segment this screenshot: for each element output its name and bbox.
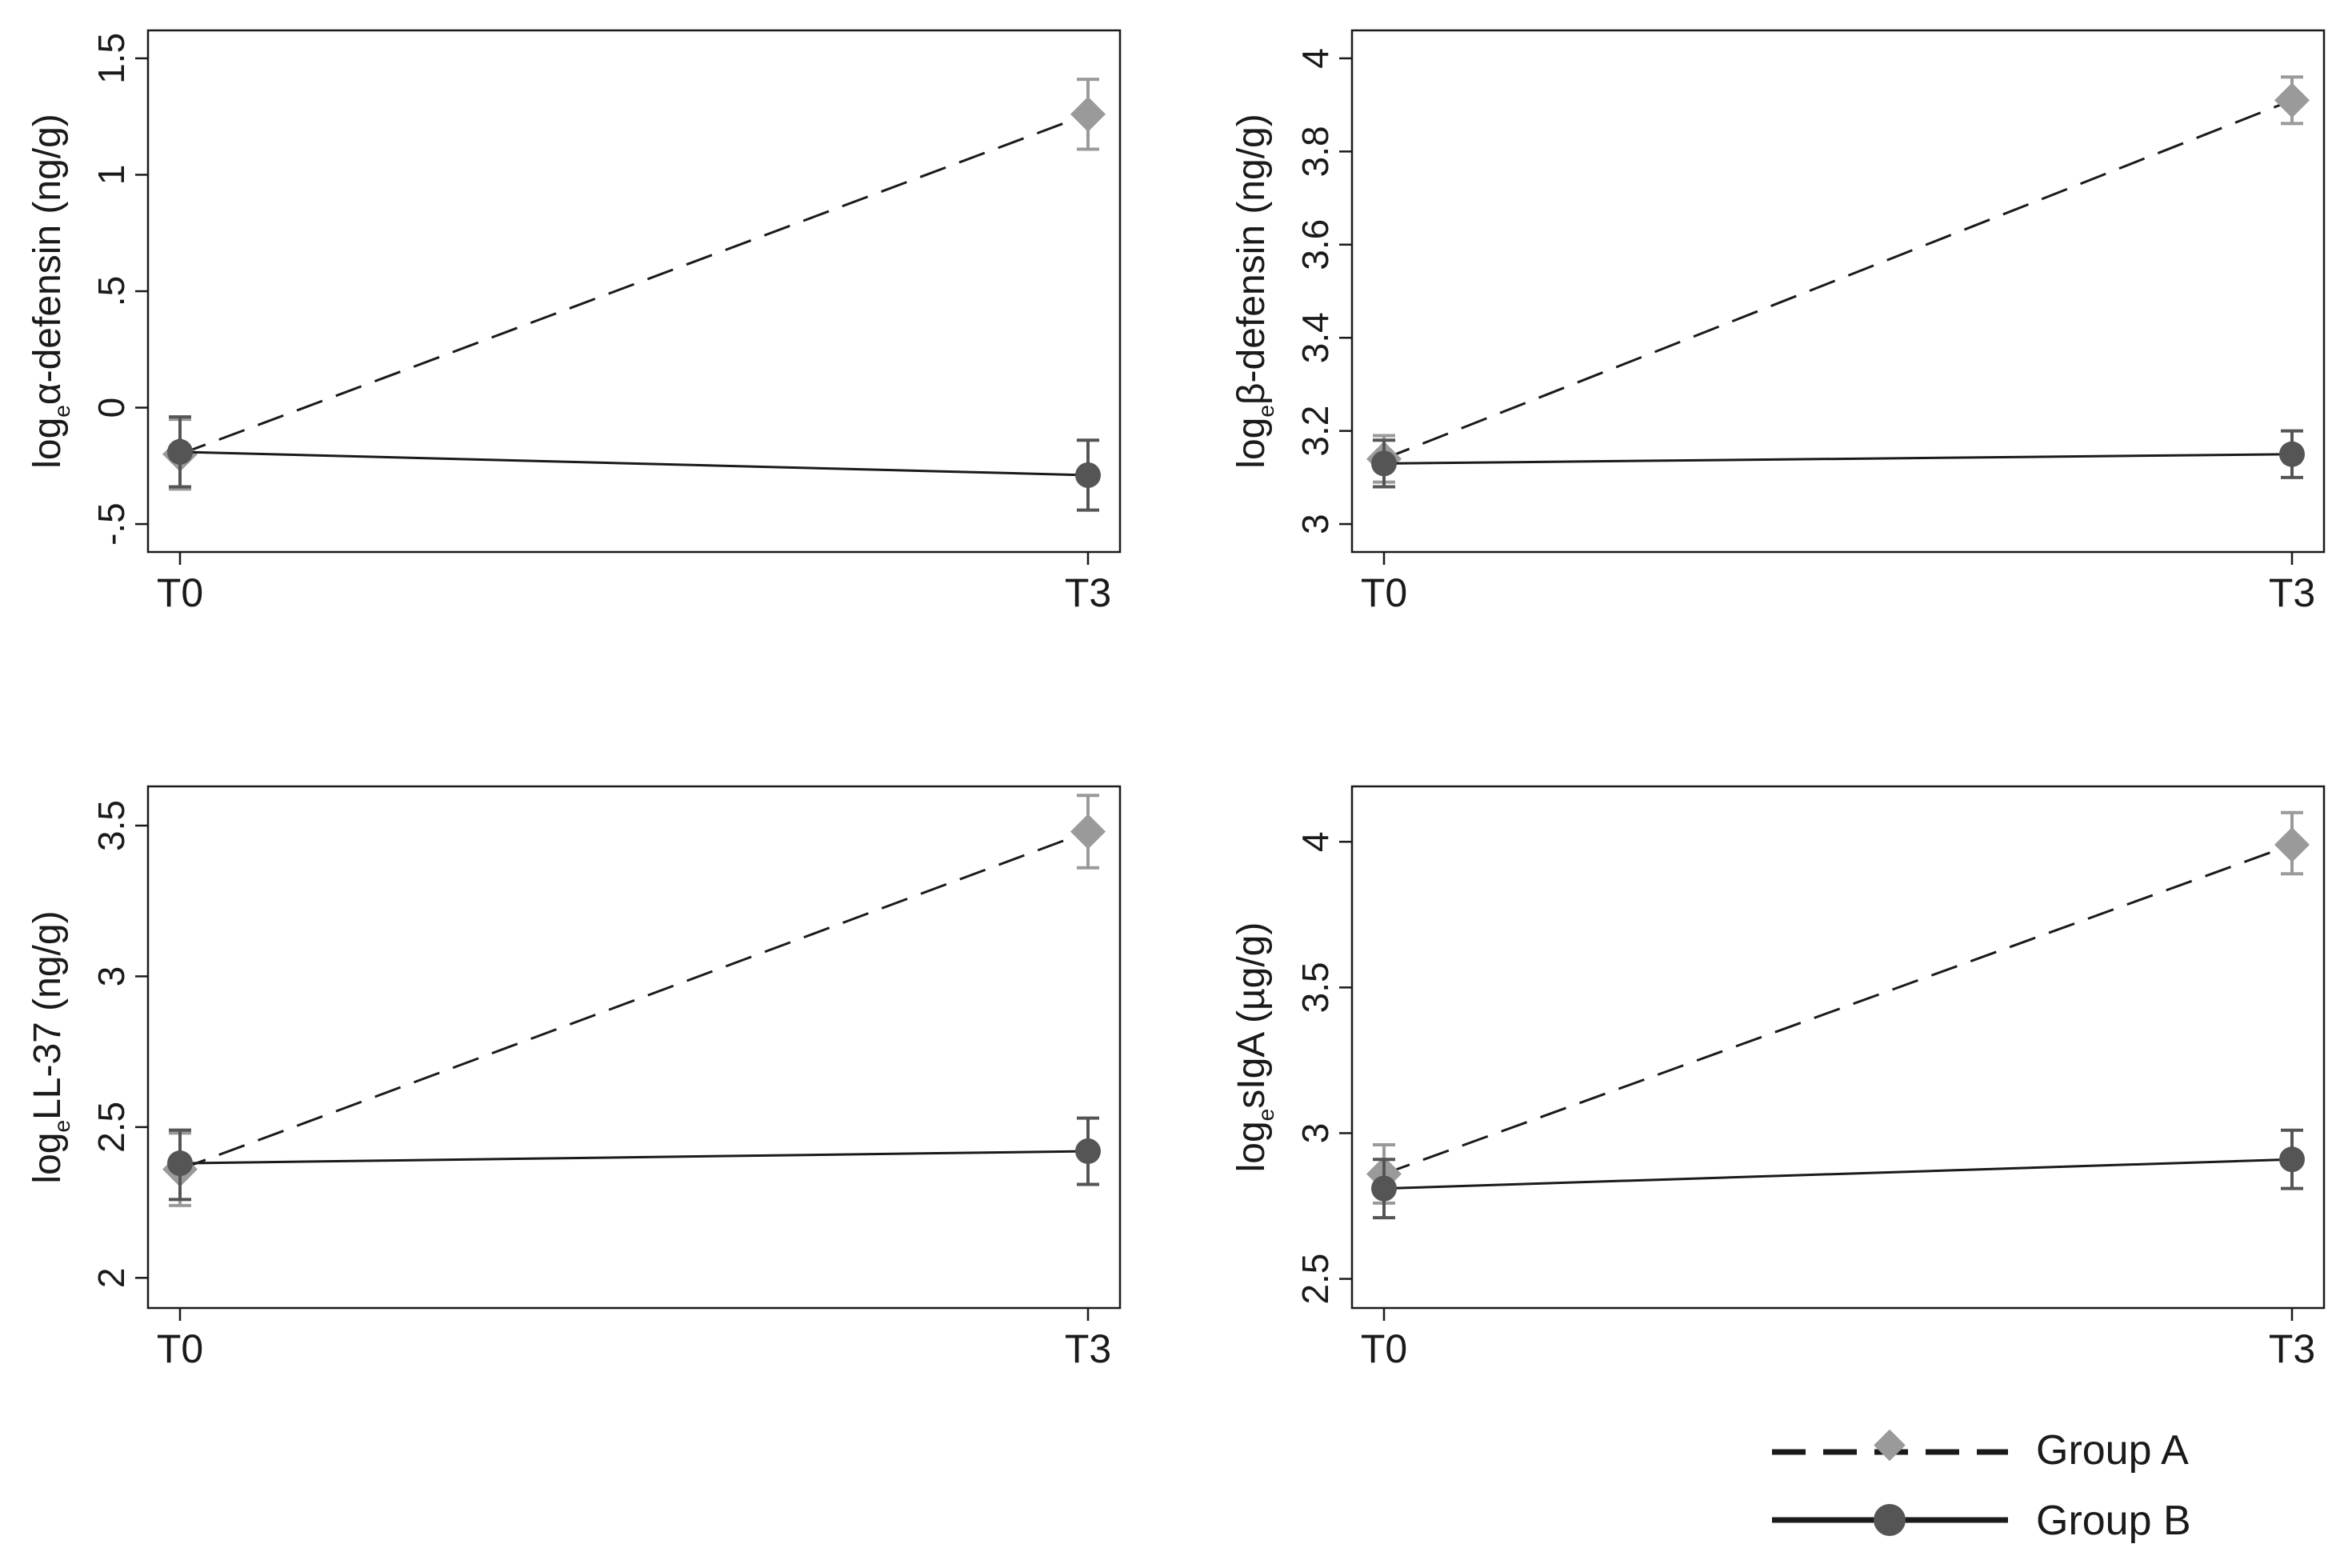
y-tick-label: 2.5 [90, 1102, 132, 1153]
y-axis-label-log: log [1230, 418, 1273, 469]
y-axis-label-log: log [26, 418, 69, 469]
y-tick-label: 4 [1294, 48, 1336, 69]
y-tick-label: 1 [90, 165, 132, 186]
x-tick-label: T0 [157, 570, 203, 615]
legend-item-group-a: Group A [1772, 1427, 2189, 1474]
data-point-circle [167, 1150, 193, 1177]
series-group-a [1366, 75, 2310, 484]
x-tick-label: T3 [1065, 1326, 1111, 1371]
series-line [179, 450, 1089, 477]
y-axis-label: logeα-defensin (ng/g) [26, 114, 74, 469]
y-axis-label: logesIgA (µg/g) [1230, 922, 1278, 1173]
x-tick-label: T3 [1065, 570, 1111, 615]
series-group-b [1371, 429, 2305, 489]
series-group-a [162, 78, 1106, 491]
x-tick-label: T0 [1361, 1326, 1407, 1371]
data-point-circle [1075, 462, 1101, 488]
series-line [1383, 843, 2293, 1175]
y-axis-label-text: α-defensin (ng/g) [26, 114, 69, 405]
y-axis-label-text: LL-37 (ng/g) [26, 910, 69, 1120]
x-tick-label: T3 [2269, 1326, 2315, 1371]
legend-item-group-b: Group B [1772, 1498, 2191, 1544]
data-point-circle [2279, 1146, 2305, 1173]
legend: Group A Group B [1772, 1427, 2191, 1544]
data-point-diamond [1070, 96, 1106, 132]
y-axis-label-text: β-defensin (ng/g) [1230, 114, 1273, 405]
y-axis-label: logeβ-defensin (ng/g) [1230, 114, 1278, 468]
x-tick-label: T0 [1361, 570, 1407, 615]
y-tick-label: 3.8 [1294, 126, 1336, 177]
data-point-circle [1371, 1175, 1397, 1202]
y-tick-label: 1.5 [90, 33, 132, 84]
data-point-circle [1075, 1138, 1101, 1165]
series-line [1383, 1158, 2293, 1190]
y-tick-label: -.5 [90, 502, 132, 546]
series-line [179, 1150, 1089, 1165]
legend-group-b-circle-icon [1874, 1504, 1906, 1536]
series-line [179, 830, 1089, 1171]
legend-group-b-label: Group B [2036, 1498, 2191, 1544]
y-axis-label-subscript: e [1254, 405, 1278, 418]
plot-frame [1350, 29, 2326, 554]
chart-panel-bottom-left: 2 2.5 3 3.5 T0 T3 logeLL-37 (ng/g) [26, 785, 1122, 1371]
y-axis-label: logeLL-37 (ng/g) [26, 910, 74, 1183]
y-tick-label: 2.5 [1294, 1254, 1336, 1305]
series-line [179, 113, 1089, 456]
chart-panel-bottom-right: 2.5 3 3.5 4 T0 T3 logesIgA (µg/g) [1230, 785, 2326, 1371]
plot-frame [146, 785, 1122, 1310]
y-tick-label: .5 [90, 276, 132, 306]
x-tick-label: T3 [2269, 570, 2315, 615]
series-group-b [167, 1116, 1101, 1202]
y-tick-label: 3 [1294, 514, 1336, 534]
y-axis-label-log: log [1230, 1121, 1273, 1172]
series-group-a [1366, 810, 2310, 1205]
y-tick-label: 2 [90, 1268, 132, 1289]
plot-frame [1350, 785, 2326, 1310]
data-point-circle [1371, 450, 1397, 477]
chart-panel-top-left: -.5 0 .5 1 1.5 T0 T3 logeα-defensin (ng/g) [26, 29, 1122, 615]
data-point-diamond [2274, 82, 2310, 118]
y-tick-label: 3 [90, 966, 132, 987]
y-tick-label: 3.2 [1294, 406, 1336, 457]
y-axis-label-subscript: e [50, 1120, 74, 1133]
chart-panel-top-right: 3 3.2 3.4 3.6 3.8 4 T0 T3 logeβ-defensin (ng/g) [1230, 29, 2326, 615]
y-tick-label: 3.4 [1294, 312, 1336, 363]
y-axis-label-subscript: e [1254, 1109, 1278, 1122]
series-group-b [1371, 1128, 2305, 1220]
data-point-circle [167, 438, 193, 465]
y-axis-label-log: log [26, 1133, 69, 1184]
plot-frame [146, 29, 1122, 554]
y-axis-label-text: sIgA (µg/g) [1230, 922, 1273, 1109]
y-tick-label: 3.5 [90, 800, 132, 851]
data-point-circle [2279, 441, 2305, 467]
legend-group-a-diamond-icon [1874, 1429, 1906, 1462]
y-tick-label: 0 [90, 398, 132, 418]
y-tick-label: 4 [1294, 831, 1336, 852]
y-axis-label-subscript: e [50, 405, 74, 418]
data-point-diamond [2274, 826, 2310, 862]
series-group-b [167, 415, 1101, 512]
series-line [1383, 453, 2293, 465]
series-line [1383, 98, 2293, 460]
y-tick-label: 3 [1294, 1123, 1336, 1144]
x-tick-label: T0 [157, 1326, 203, 1371]
y-tick-label: 3.5 [1294, 962, 1336, 1013]
y-tick-label: 3.6 [1294, 219, 1336, 270]
series-group-a [162, 794, 1106, 1207]
legend-group-a-label: Group A [2036, 1427, 2189, 1474]
data-point-diamond [1070, 814, 1106, 850]
